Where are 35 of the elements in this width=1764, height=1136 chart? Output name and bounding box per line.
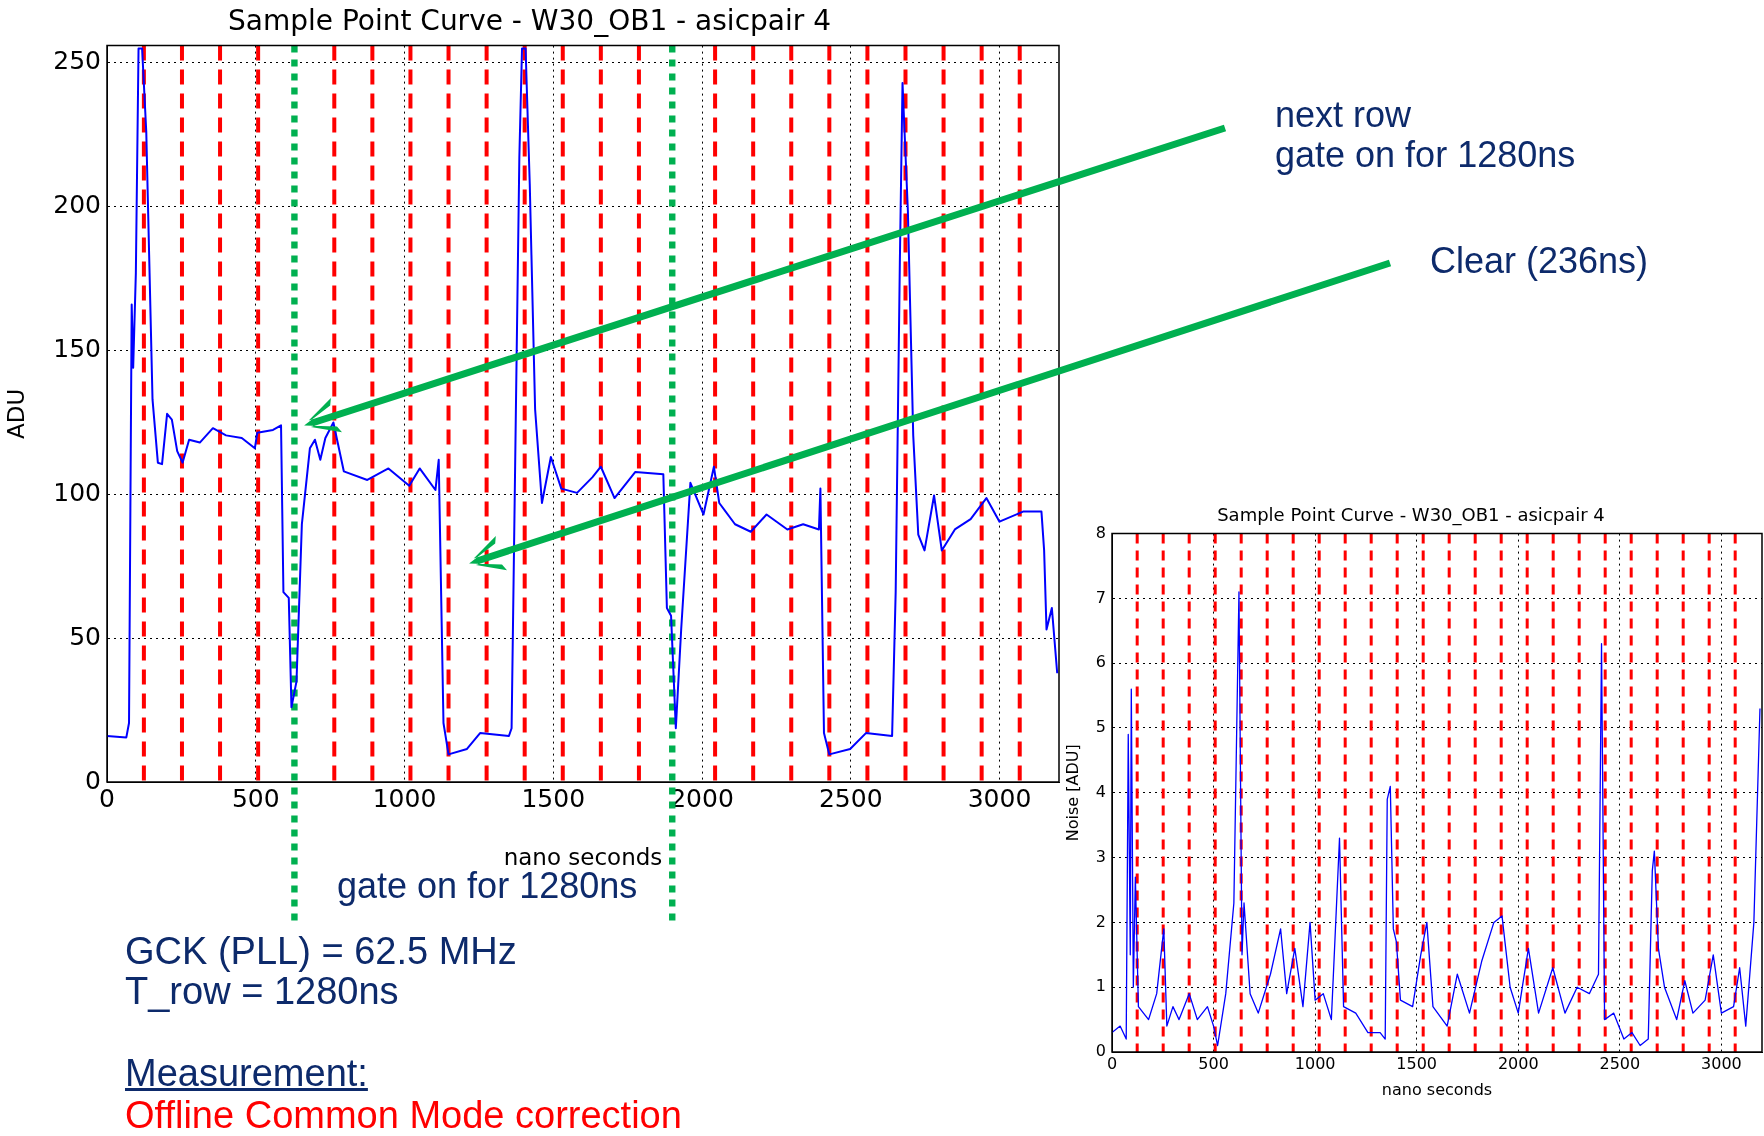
text: Offline Common Mode correction <box>125 1094 682 1136</box>
x-tick-label: 500 <box>1198 1053 1229 1073</box>
x-tick-label: 2000 <box>1497 1053 1539 1073</box>
x-axis-title: nano seconds <box>1381 1079 1493 1099</box>
chart-title: Sample Point Curve - W30_OB1 - asicpair 4 <box>1217 504 1605 527</box>
y-tick-label: 2 <box>1095 911 1106 931</box>
x-tick-label: 1500 <box>1396 1053 1438 1073</box>
y-tick-label: 8 <box>1095 522 1106 542</box>
text: next row gate on for 1280ns <box>1275 94 1576 175</box>
x-tick-label: 2500 <box>818 783 883 813</box>
x-tick-label: 3000 <box>967 783 1032 813</box>
y-axis-title: Noise [ADU] <box>1062 744 1082 842</box>
y-tick-label: 100 <box>53 477 101 507</box>
y-tick-label: 7 <box>1095 587 1106 607</box>
x-tick-label: 2500 <box>1599 1053 1641 1073</box>
x-tick-label: 500 <box>231 783 280 813</box>
y-tick-label: 150 <box>53 334 101 364</box>
x-tick-label: 1500 <box>521 783 586 813</box>
x-tick-label: 3000 <box>1701 1053 1742 1073</box>
y-tick-label: 6 <box>1095 652 1106 672</box>
text: Measurement: <box>125 1052 368 1094</box>
y-tick-label: 5 <box>1095 717 1106 737</box>
text: Clear (236ns) <box>1430 240 1649 282</box>
y-tick-label: 200 <box>53 190 101 220</box>
y-tick-label: 50 <box>69 621 101 651</box>
y-tick-label: 3 <box>1095 846 1106 866</box>
y-tick-label: 250 <box>53 46 101 76</box>
x-tick-label: 2000 <box>670 783 734 813</box>
x-tick-label: 1000 <box>1294 1053 1336 1073</box>
y-tick-label: 4 <box>1095 781 1106 801</box>
x-tick-label: 1000 <box>372 783 437 813</box>
text: GCK (PLL) = 62.5 MHz <box>125 930 517 972</box>
chart-title: Sample Point Curve - W30_OB1 - asicpair 4 <box>228 4 831 38</box>
y-axis-title: ADU <box>2 388 29 439</box>
y-tick-label: 1 <box>1095 976 1106 996</box>
